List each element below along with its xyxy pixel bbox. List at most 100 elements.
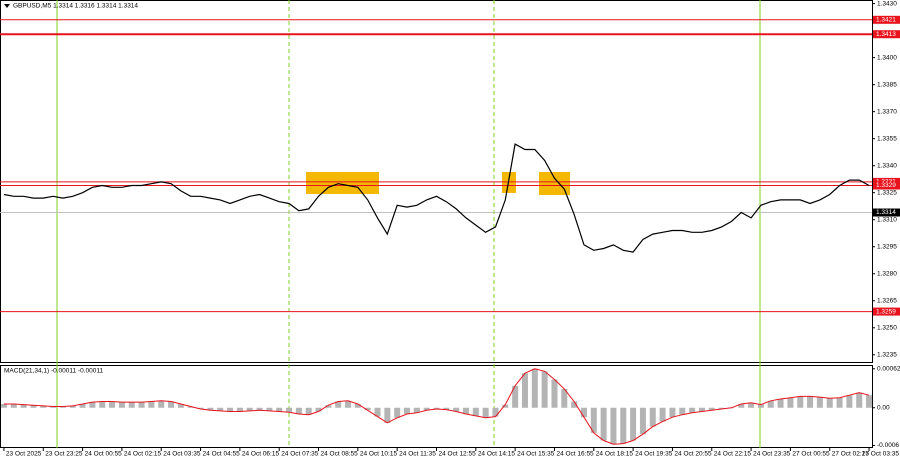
x-tick-label: 24 Oct 00:55 (85, 451, 123, 458)
macd-bar (708, 407, 715, 411)
x-tick-label: 24 Oct 10:15 (360, 451, 398, 458)
macd-bar (630, 407, 637, 441)
macd-bar (679, 407, 686, 415)
macd-bar (394, 407, 401, 418)
macd-bar (433, 407, 440, 410)
macd-bar (403, 407, 410, 415)
level-tag (873, 181, 900, 190)
x-tick-label: 24 Oct 15:35 (517, 451, 555, 458)
x-tick-label: 24 Oct 06:15 (242, 451, 280, 458)
macd-bar (423, 407, 430, 411)
macd-bar (787, 397, 794, 408)
macd-bar (698, 407, 705, 412)
y-tick-label: 1.3400 (877, 54, 897, 61)
signal-zone (306, 172, 379, 194)
macd-bar (0, 403, 7, 408)
macd-bar (472, 407, 479, 416)
menu-arrow (4, 4, 10, 8)
macd-bar (40, 405, 47, 408)
y-tick-label: 0.00062 (877, 365, 900, 372)
macd-bar (571, 401, 578, 408)
macd-bar (551, 379, 558, 408)
chart-title: GBPUSD,M5 1.3314 1.3316 1.3314 1.3314 (13, 3, 138, 10)
macd-bar (580, 407, 587, 418)
macd-bar (266, 407, 273, 411)
level-label: 1.3329 (876, 182, 896, 189)
level-label: 1.3259 (876, 308, 896, 315)
signal-zone (502, 172, 516, 193)
macd-bar (502, 404, 509, 408)
x-tick-label: 24 Oct 03:35 (163, 451, 201, 458)
price-line (3, 143, 870, 253)
x-tick-label: 24 Oct 04:55 (203, 451, 241, 458)
macd-bar (738, 403, 745, 408)
y-tick-label: -0.0006 (877, 442, 899, 449)
x-tick-label: 24 Oct 14:15 (478, 451, 516, 458)
macd-bar (69, 405, 76, 408)
macd-bar (236, 407, 243, 412)
macd-bar (384, 407, 391, 423)
x-tick-label: 24 Oct 23:35 (753, 451, 791, 458)
macd-bar (492, 407, 499, 417)
macd-bar (217, 407, 224, 411)
level-label: 1.3413 (876, 31, 896, 38)
macd-bar (207, 407, 214, 411)
macd-bar (816, 397, 823, 408)
macd-bar (836, 397, 843, 408)
macd-bar (462, 407, 469, 415)
macd-bar (364, 407, 371, 411)
macd-bar (286, 407, 293, 413)
x-tick-label: 27 Oct 00:55 (792, 451, 830, 458)
macd-bar (748, 402, 755, 408)
macd-bar (345, 400, 352, 408)
macd-bar (148, 401, 155, 408)
macd-bar (669, 407, 676, 418)
macd-bar (797, 396, 804, 408)
x-tick-label: 24 Oct 12:55 (438, 451, 476, 458)
macd-bar (659, 407, 666, 422)
macd-bar (482, 407, 489, 418)
y-tick-label: 1.3250 (877, 324, 897, 331)
y-tick-label: 1.3340 (877, 162, 897, 169)
y-tick-label: 0.00 (877, 404, 890, 411)
x-tick-label: 24 Oct 19:35 (635, 451, 673, 458)
y-tick-label: 1.3430 (877, 0, 897, 7)
macd-bar (807, 396, 814, 408)
macd-bar (138, 402, 145, 408)
macd-bar (79, 403, 86, 408)
macd-bar (531, 368, 538, 408)
macd-title: MACD(21,34,1) -0.00011 -0.00011 (4, 368, 104, 375)
macd-bar (246, 407, 253, 411)
x-tick-label: 24 Oct 18:15 (596, 451, 634, 458)
y-tick-label: 1.3235 (877, 352, 897, 359)
macd-bar (757, 404, 764, 408)
level-tag (873, 307, 900, 316)
y-tick-label: 1.3385 (877, 81, 897, 88)
x-tick-label: 24 Oct 20:55 (674, 451, 712, 458)
x-tick-label: 24 Oct 16:55 (556, 451, 594, 458)
macd-signal-line (3, 368, 870, 445)
macd-bar (777, 398, 784, 408)
last-price-tag (873, 208, 900, 217)
macd-bar (89, 402, 96, 408)
macd-bar (325, 405, 332, 408)
x-tick-label: 24 Oct 22:15 (714, 451, 752, 458)
macd-bar (177, 403, 184, 408)
y-tick-label: 1.3280 (877, 270, 897, 277)
macd-bar (561, 388, 568, 408)
macd-bar (305, 407, 312, 415)
x-tick-label: 23 Oct 2025 (6, 451, 42, 458)
macd-bar (590, 407, 597, 433)
macd-bar (118, 402, 125, 408)
macd-bar (826, 398, 833, 408)
macd-bar (846, 395, 853, 408)
macd-bar (109, 401, 116, 408)
x-tick-label: 24 Oct 08:55 (321, 451, 359, 458)
x-tick-label: 24 Oct 02:15 (124, 451, 162, 458)
x-tick-label: 24 Oct 07:35 (281, 451, 319, 458)
macd-bar (276, 407, 283, 412)
macd-bar (541, 371, 548, 408)
macd-bar (99, 401, 106, 408)
macd-bar (30, 405, 37, 408)
